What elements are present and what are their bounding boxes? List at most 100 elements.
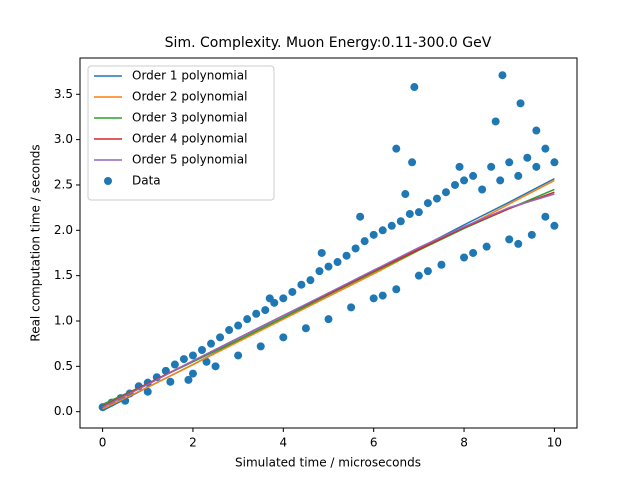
data-point	[455, 162, 464, 171]
data-point	[356, 212, 365, 221]
data-point	[347, 303, 356, 312]
data-point	[408, 158, 417, 167]
x-tick-label: 6	[370, 436, 378, 450]
legend-marker	[104, 177, 112, 185]
data-point	[279, 294, 288, 303]
data-point	[197, 346, 206, 355]
data-point	[527, 230, 536, 239]
data-point	[265, 294, 274, 303]
data-point	[360, 237, 369, 246]
data-point	[392, 144, 401, 153]
legend-label: Order 1 polynomial	[132, 69, 247, 83]
data-point	[369, 294, 378, 303]
data-point	[396, 217, 405, 226]
x-tick-label: 4	[279, 436, 287, 450]
legend-box	[87, 65, 275, 201]
plot-frame	[79, 57, 578, 429]
data-point	[143, 387, 152, 396]
data-point	[225, 326, 234, 335]
legend-label: Order 4 polynomial	[132, 132, 247, 146]
data-point	[351, 244, 360, 253]
x-tick-label: 10	[547, 436, 562, 450]
y-tick-label: 3.0	[54, 132, 73, 146]
data-point	[532, 126, 541, 135]
data-point	[288, 287, 297, 296]
data-point	[324, 262, 333, 271]
legend-label: Order 5 polynomial	[132, 153, 247, 167]
data-point	[166, 377, 175, 386]
data-point	[170, 360, 179, 369]
data-point	[301, 324, 310, 333]
data-point	[423, 199, 432, 208]
data-point	[469, 248, 478, 257]
legend-label: Data	[132, 174, 161, 188]
data-point	[324, 315, 333, 324]
data-point	[256, 342, 265, 351]
data-point	[478, 185, 487, 194]
data-point	[498, 71, 507, 80]
data-point	[410, 83, 419, 92]
y-tick-label: 1.5	[54, 268, 73, 282]
data-point	[306, 276, 315, 285]
data-point	[532, 162, 541, 171]
data-point	[378, 226, 387, 235]
y-tick-label: 0.0	[54, 404, 73, 418]
data-point	[541, 212, 550, 221]
data-point	[550, 221, 559, 230]
data-point	[188, 351, 197, 360]
data-point	[487, 162, 496, 171]
data-point	[469, 171, 478, 180]
data-point	[523, 153, 532, 162]
data-point	[405, 209, 414, 218]
legend-label: Order 2 polynomial	[132, 90, 247, 104]
data-point	[505, 235, 514, 244]
x-tick-label: 8	[460, 436, 468, 450]
data-point	[451, 180, 460, 189]
data-point	[514, 239, 523, 248]
data-point	[550, 158, 559, 167]
y-tick-label: 2.0	[54, 223, 73, 237]
data-point	[216, 333, 225, 342]
data-point	[333, 258, 342, 267]
data-point	[414, 208, 423, 217]
x-tick-label: 0	[99, 436, 107, 450]
x-tick-label: 2	[189, 436, 197, 450]
y-tick-label: 3.5	[54, 87, 73, 101]
data-point	[423, 267, 432, 276]
data-point	[243, 315, 252, 324]
data-point	[437, 260, 446, 269]
data-point	[460, 176, 469, 185]
data-point	[441, 188, 450, 197]
data-point	[505, 158, 514, 167]
data-point	[387, 221, 396, 230]
data-point	[184, 375, 193, 384]
y-tick-label: 1.0	[54, 313, 73, 327]
data-point	[378, 291, 387, 300]
data-point	[392, 285, 401, 294]
data-point	[496, 176, 505, 185]
data-point	[460, 253, 469, 262]
y-tick-label: 0.5	[54, 359, 73, 373]
chart-title: Sim. Complexity. Muon Energy:0.11-300.0 …	[165, 35, 492, 51]
data-point	[401, 190, 410, 199]
data-point	[315, 267, 324, 276]
data-point	[516, 99, 525, 108]
data-point	[202, 357, 211, 366]
legend-label: Order 3 polynomial	[132, 111, 247, 125]
y-axis-label: Real computation time / seconds	[29, 144, 43, 341]
data-point	[234, 351, 243, 360]
data-point	[414, 271, 423, 280]
data-point	[261, 306, 270, 315]
data-point	[207, 339, 216, 348]
y-tick-label: 2.5	[54, 177, 73, 191]
data-point	[369, 230, 378, 239]
fit-line	[102, 193, 555, 408]
data-point	[211, 362, 220, 371]
x-axis-label: Simulated time / microseconds	[235, 456, 421, 470]
data-point	[179, 355, 188, 364]
data-point	[279, 333, 288, 342]
data-point	[342, 251, 351, 260]
data-point	[482, 242, 491, 251]
data-point	[252, 309, 261, 318]
